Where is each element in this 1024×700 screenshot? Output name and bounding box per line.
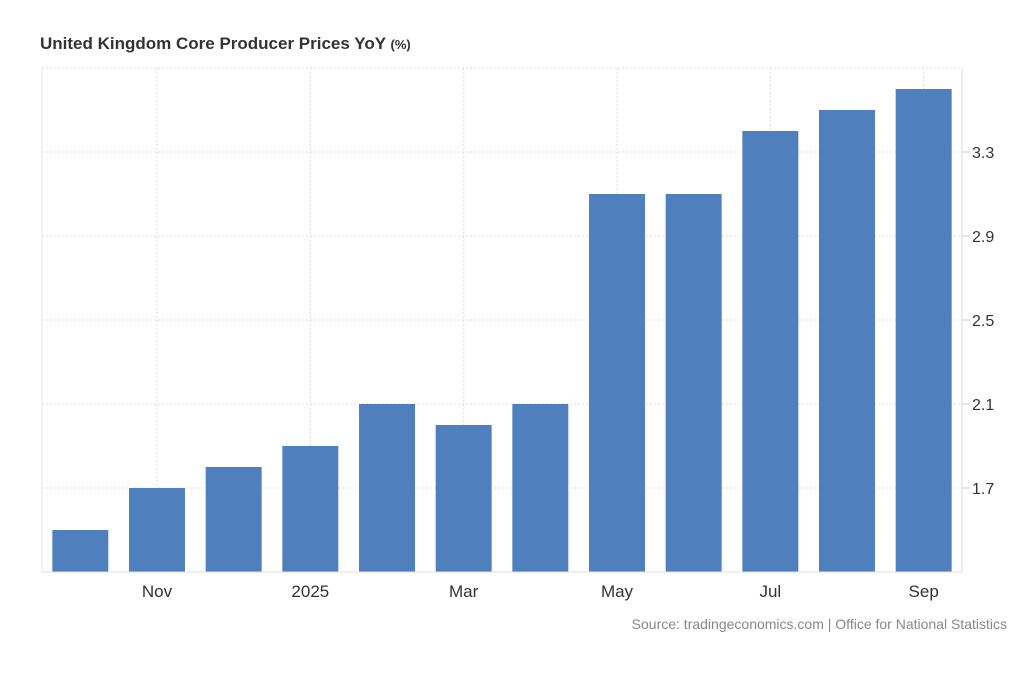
x-tick-label: Jul bbox=[759, 582, 781, 601]
bar bbox=[52, 530, 109, 572]
x-tick-label: Sep bbox=[909, 582, 939, 601]
y-tick-label: 2.5 bbox=[972, 313, 994, 330]
bar bbox=[282, 446, 339, 572]
bar bbox=[435, 425, 492, 572]
y-tick-label: 3.3 bbox=[972, 145, 994, 162]
y-tick-label: 2.9 bbox=[972, 229, 994, 246]
bar bbox=[742, 131, 799, 572]
x-tick-label: May bbox=[601, 582, 634, 601]
bar bbox=[359, 404, 415, 572]
x-tick-label: Mar bbox=[449, 582, 479, 601]
bar bbox=[205, 467, 262, 572]
y-tick-label: 1.7 bbox=[972, 481, 994, 498]
bar bbox=[589, 194, 645, 572]
bar bbox=[819, 110, 875, 572]
bar bbox=[665, 194, 722, 572]
bar bbox=[512, 404, 569, 572]
source-note: Source: tradingeconomics.com | Office fo… bbox=[631, 616, 1007, 632]
y-tick-label: 2.1 bbox=[972, 397, 994, 414]
chart-title: United Kingdom Core Producer Prices YoY … bbox=[40, 34, 411, 54]
chart-title-unit: (%) bbox=[390, 37, 411, 52]
x-tick-label: 2025 bbox=[291, 582, 329, 601]
x-tick-label: Nov bbox=[142, 582, 173, 601]
bar bbox=[895, 89, 952, 572]
bar bbox=[129, 488, 185, 572]
chart-title-text: United Kingdom Core Producer Prices YoY bbox=[40, 34, 386, 53]
